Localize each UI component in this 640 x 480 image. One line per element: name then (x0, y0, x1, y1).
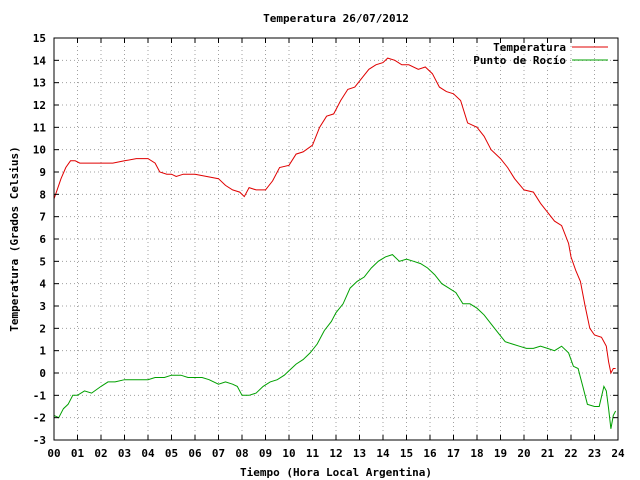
x-tick-label: 18 (470, 447, 483, 460)
y-tick-label: 5 (39, 255, 46, 268)
y-tick-label: 6 (39, 233, 46, 246)
y-tick-label: 4 (39, 278, 46, 291)
legend-label: Punto de Rocío (473, 54, 566, 67)
y-tick-label: 8 (39, 188, 46, 201)
legend-label: Temperatura (493, 41, 566, 54)
x-tick-label: 19 (494, 447, 507, 460)
y-tick-label: -1 (33, 389, 47, 402)
series-line-0 (53, 57, 616, 375)
y-tick-label: 13 (33, 77, 46, 90)
x-tick-label: 01 (71, 447, 85, 460)
y-tick-label: 15 (33, 32, 46, 45)
x-tick-label: 04 (141, 447, 155, 460)
x-tick-label: 17 (447, 447, 460, 460)
x-tick-label: 12 (329, 447, 342, 460)
y-tick-label: 12 (33, 99, 46, 112)
x-tick-label: 02 (94, 447, 107, 460)
y-axis-label: Temperatura (Grados Celsius) (8, 146, 21, 331)
x-tick-label: 22 (564, 447, 577, 460)
x-tick-label: 14 (376, 447, 390, 460)
series-layer (53, 57, 617, 429)
x-tick-label: 24 (611, 447, 625, 460)
y-tick-label: 10 (33, 144, 46, 157)
x-tick-label: 07 (212, 447, 225, 460)
y-tick-label: 0 (39, 367, 46, 380)
x-tick-label: 15 (400, 447, 413, 460)
y-tick-label: 3 (39, 300, 46, 313)
x-tick-label: 09 (259, 447, 272, 460)
y-tick-label: 11 (33, 121, 47, 134)
x-tick-label: 16 (423, 447, 437, 460)
x-tick-label: 00 (47, 447, 60, 460)
x-tick-label: 23 (588, 447, 601, 460)
chart-title: Temperatura 26/07/2012 (263, 12, 409, 25)
y-tick-label: 2 (39, 322, 46, 335)
x-tick-label: 08 (235, 447, 248, 460)
ticks: 00 01 02 03 04 05 06 07 08 09 10 11 12 13 14 15 16 17 18 19… (33, 32, 625, 460)
grid (54, 38, 618, 440)
y-tick-label: 14 (33, 54, 47, 67)
y-tick-label: -2 (33, 412, 46, 425)
x-tick-label: 03 (118, 447, 131, 460)
x-tick-label: 11 (306, 447, 320, 460)
series-line-1 (53, 254, 617, 429)
x-tick-label: 10 (282, 447, 295, 460)
y-tick-label: 9 (39, 166, 46, 179)
x-tick-label: 13 (353, 447, 366, 460)
x-tick-label: 06 (188, 447, 202, 460)
x-tick-label: 05 (165, 447, 178, 460)
x-tick-label: 21 (541, 447, 555, 460)
y-tick-label: 1 (39, 345, 46, 358)
x-axis-label: Tiempo (Hora Local Argentina) (240, 466, 432, 479)
x-tick-label: 20 (517, 447, 530, 460)
y-tick-label: 7 (39, 211, 46, 224)
y-tick-label: -3 (33, 434, 46, 447)
